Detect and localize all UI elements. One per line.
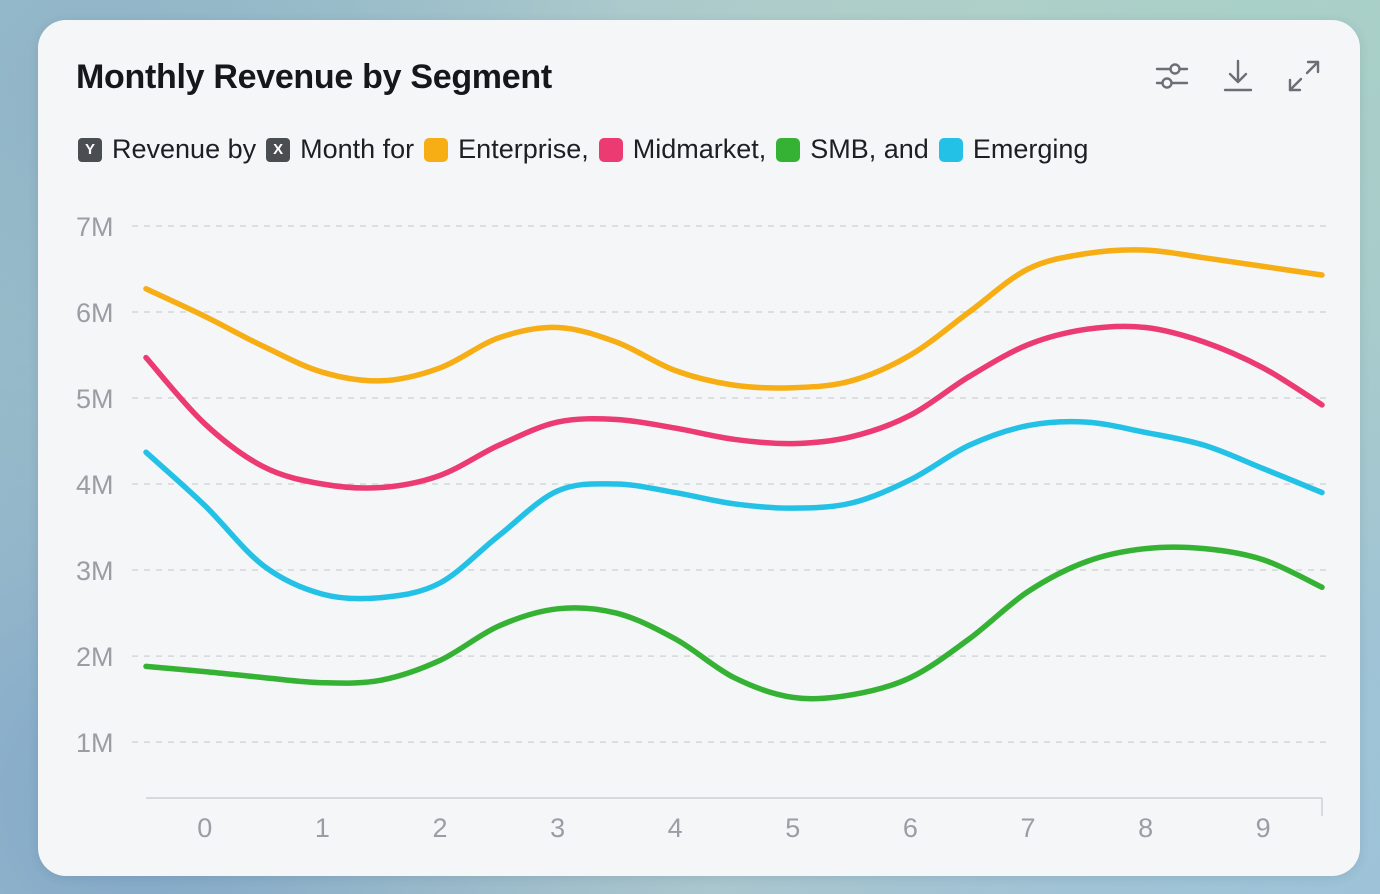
y-tick-label: 5M — [76, 384, 114, 414]
y-axis-label: Revenue by — [112, 134, 257, 164]
legend-label-smb[interactable]: SMB, and — [810, 134, 929, 164]
x-axis-label: Month for — [300, 134, 415, 164]
x-tick-label: 7 — [1020, 813, 1035, 843]
expand-button[interactable] — [1286, 58, 1322, 94]
gridlines — [132, 225, 1332, 743]
y-tick-label: 3M — [76, 556, 114, 586]
y-tick-label: 2M — [76, 642, 114, 672]
chart-card: Monthly Revenue by Segment — [38, 20, 1360, 876]
download-icon — [1223, 59, 1253, 92]
expand-icon — [1288, 60, 1320, 92]
x-tick-label: 6 — [903, 813, 918, 843]
legend-swatch-emerging — [938, 137, 963, 162]
legend-swatch-enterprise — [424, 137, 449, 162]
chart-legend: Y Revenue by X Month for Enterprise, Mid… — [78, 134, 1098, 165]
filter-settings-button[interactable] — [1154, 58, 1190, 94]
y-tick-label: 1M — [76, 728, 114, 758]
y-tick-label: 7M — [76, 212, 114, 242]
legend-swatch-midmarket — [598, 137, 623, 162]
x-tick-label: 9 — [1256, 813, 1271, 843]
legend-label-enterprise[interactable]: Enterprise, — [458, 134, 589, 164]
x-tick-label: 2 — [432, 813, 447, 843]
x-tick-label: 1 — [315, 813, 330, 843]
y-axis-ticks: 1M 2M 3M 4M 5M 6M 7M — [76, 212, 114, 758]
legend-swatch-smb — [776, 137, 801, 162]
download-button[interactable] — [1220, 58, 1256, 94]
y-tick-label: 4M — [76, 470, 114, 500]
x-axis-ticks: 0 1 2 3 4 5 6 7 8 9 — [197, 813, 1270, 843]
series-line-midmarket[interactable] — [143, 323, 1325, 491]
chart-toolbar — [1154, 58, 1322, 94]
series-line-emerging[interactable] — [143, 418, 1325, 602]
series-line-smb[interactable] — [143, 544, 1325, 702]
legend-label-midmarket[interactable]: Midmarket, — [632, 134, 767, 164]
x-tick-label: 4 — [668, 813, 683, 843]
sliders-icon — [1155, 63, 1189, 89]
y-axis-badge: Y — [78, 137, 102, 162]
x-axis-badge: X — [266, 137, 291, 162]
x-tick-label: 5 — [785, 813, 800, 843]
y-tick-label: 6M — [76, 298, 114, 328]
chart-title: Monthly Revenue by Segment — [76, 58, 552, 96]
x-tick-label: 0 — [197, 813, 212, 843]
series-line-enterprise[interactable] — [143, 247, 1325, 391]
x-tick-label: 3 — [550, 813, 565, 843]
legend-label-emerging[interactable]: Emerging — [972, 134, 1089, 164]
x-tick-label: 8 — [1138, 813, 1153, 843]
series-lines — [143, 247, 1325, 702]
line-chart: 1M 2M 3M 4M 5M 6M 7M 0 1 2 3 4 5 6 7 8 9 — [76, 212, 1332, 843]
